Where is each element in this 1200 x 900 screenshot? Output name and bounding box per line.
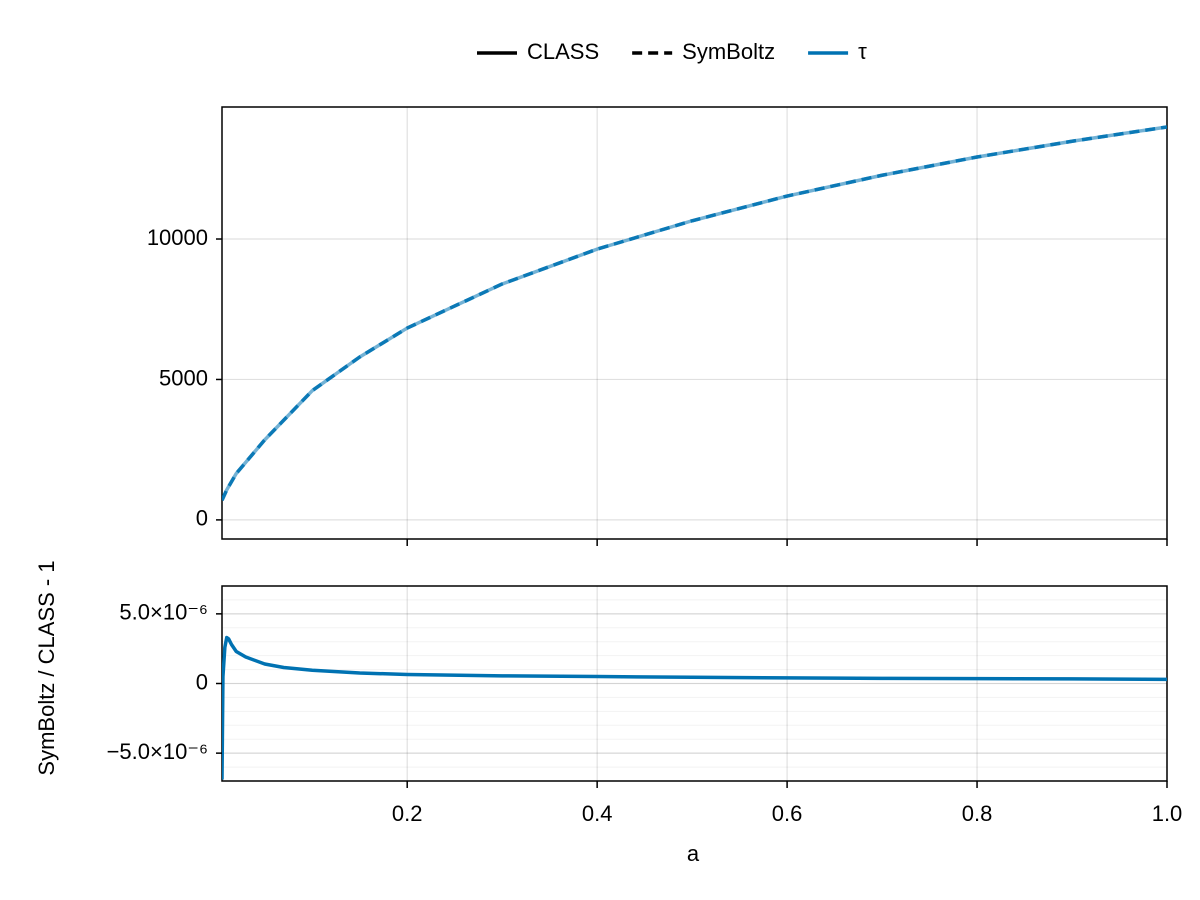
plot-area [222, 125, 1167, 501]
x-axis-label: a [687, 841, 700, 866]
x-tick-label: 0.2 [392, 801, 423, 826]
y-tick-label: −5.0×10⁻⁶ [107, 739, 208, 764]
x-tick-label: 0.8 [962, 801, 993, 826]
y-axis-label: SymBoltz / CLASS - 1 [34, 560, 59, 775]
y-tick-label: 5000 [159, 365, 208, 390]
x-tick-label: 0.4 [582, 801, 613, 826]
plot-area [222, 635, 1167, 780]
x-tick-label: 0.6 [772, 801, 803, 826]
y-tick-label: 0 [196, 506, 208, 531]
line-series [222, 635, 1167, 780]
line-series [222, 125, 1167, 501]
plot-frame [221, 106, 1168, 540]
legend-label: SymBoltz [682, 39, 775, 64]
y-tick-label: 0 [196, 669, 208, 694]
legend-label: CLASS [527, 39, 599, 64]
x-tick-label: 1.0 [1152, 801, 1183, 826]
legend-label: τ [858, 39, 867, 64]
y-tick-label: 10000 [147, 225, 208, 250]
line-series [222, 125, 1167, 501]
y-tick-label: 5.0×10⁻⁶ [119, 600, 208, 625]
